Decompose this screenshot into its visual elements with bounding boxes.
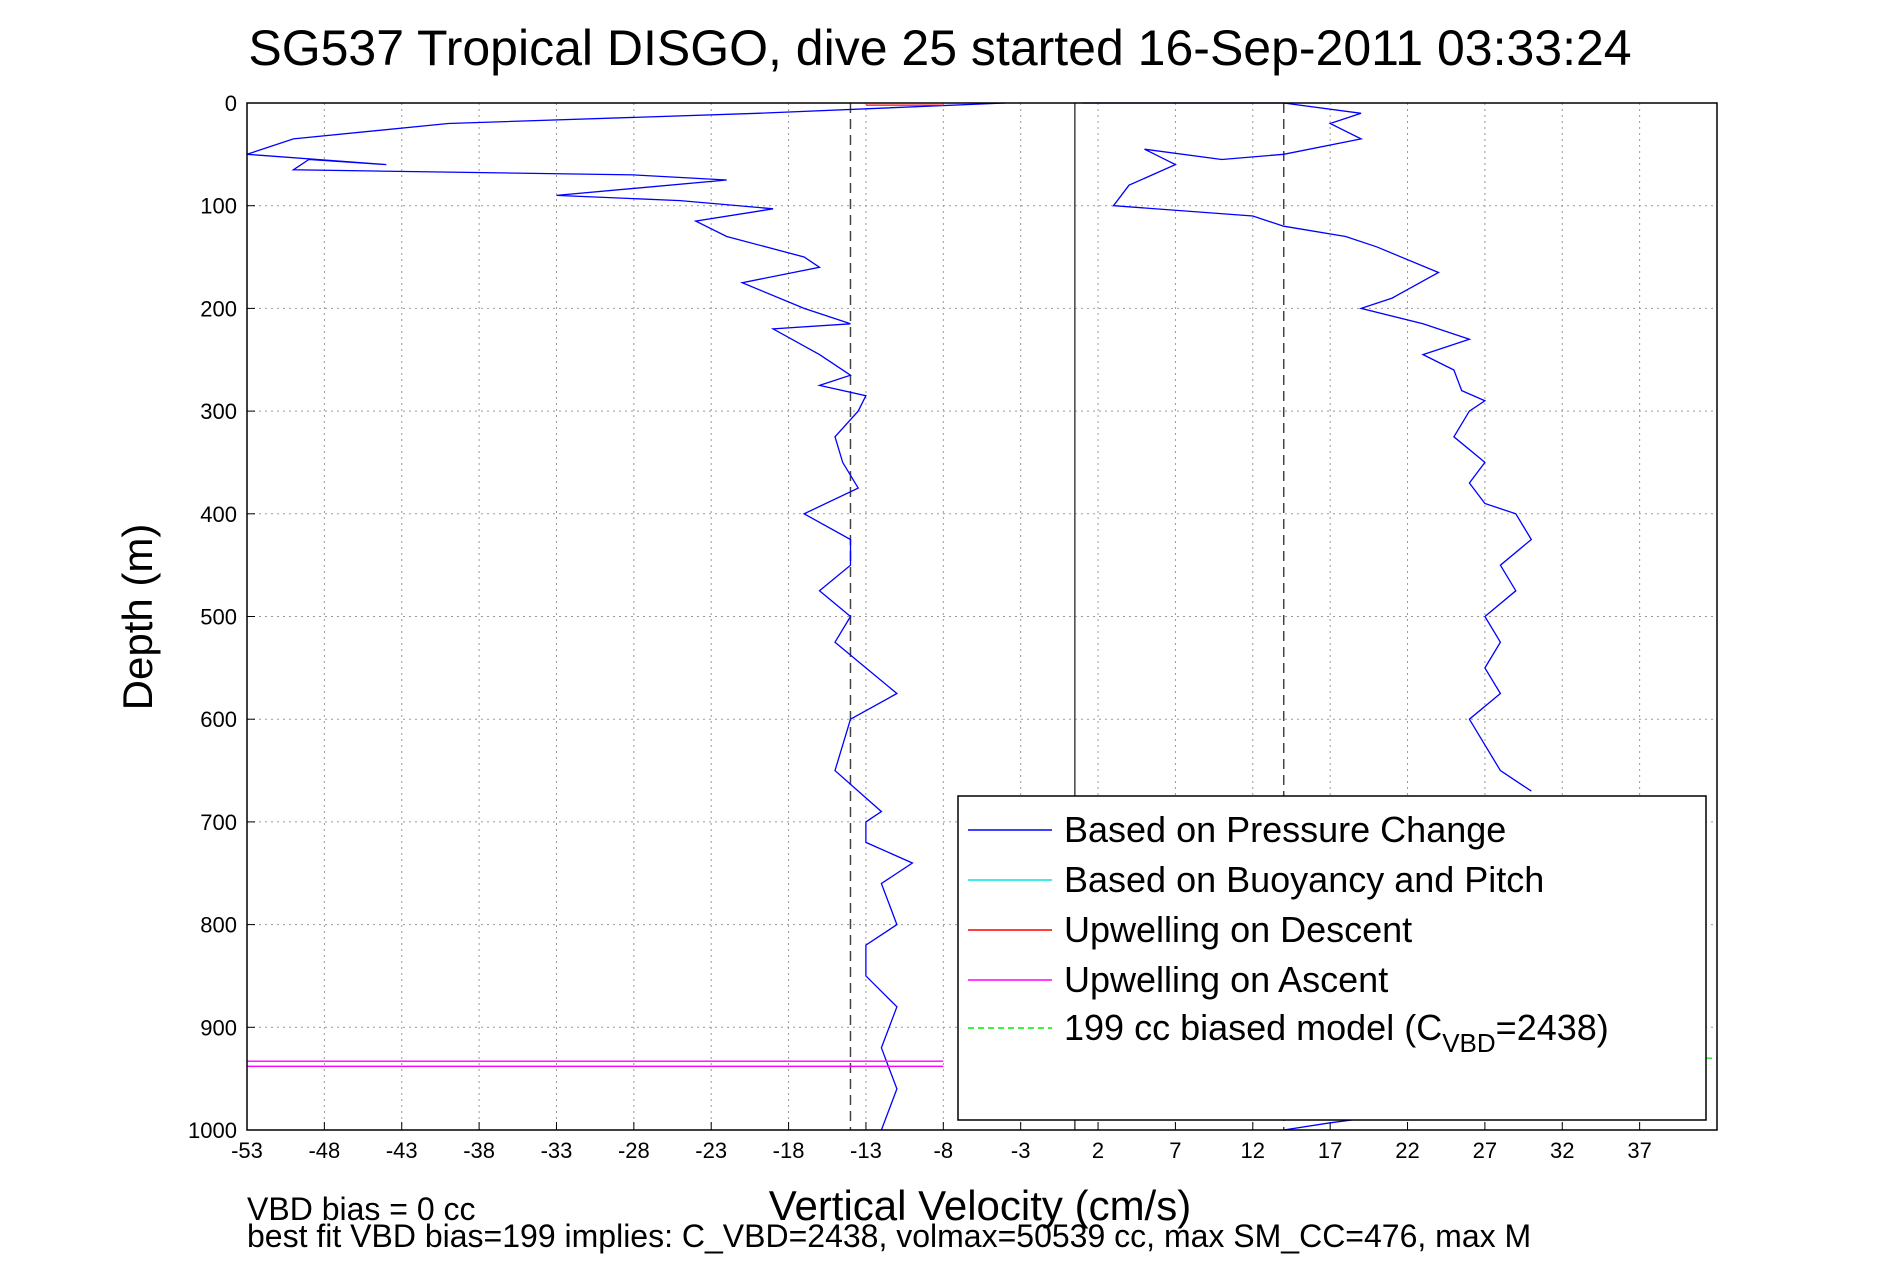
x-tick-label: -53 (231, 1138, 263, 1163)
y-tick-label: 600 (200, 707, 237, 732)
x-tick-label: 2 (1092, 1138, 1104, 1163)
x-tick-label: 12 (1241, 1138, 1265, 1163)
x-tick-label: -8 (934, 1138, 954, 1163)
x-tick-label: -28 (618, 1138, 650, 1163)
legend-box (957, 795, 1707, 1121)
y-tick-labels: 0 100 200 300 400 500 600 700 800 900 1000 (188, 91, 237, 1143)
x-tick-label: -48 (308, 1138, 340, 1163)
y-tick-label: 700 (200, 810, 237, 835)
y-tick-label: 400 (200, 502, 237, 527)
x-tick-label: -43 (386, 1138, 418, 1163)
y-tick-label: 900 (200, 1015, 237, 1040)
y-tick-label: 200 (200, 296, 237, 321)
y-tick-label: 300 (200, 399, 237, 424)
y-tick-label: 1000 (188, 1118, 237, 1143)
series-line (246, 102, 1006, 1131)
footer-line-1: VBD bias = 0 cc (247, 1191, 476, 1227)
x-tick-label: -13 (850, 1138, 882, 1163)
legend-label-end: =2438) (1496, 1007, 1609, 1048)
series-line (1082, 102, 1533, 792)
data-series (246, 102, 1717, 1131)
x-tick-label: 17 (1318, 1138, 1342, 1163)
y-axis-label: Depth (m) (114, 524, 161, 711)
x-tick-label: -3 (1011, 1138, 1031, 1163)
plot-frame (246, 102, 1718, 1131)
legend-label: Upwelling on Descent (1064, 909, 1412, 950)
y-tick-label: 0 (225, 91, 237, 116)
x-tick-labels: -53 -48 -43 -38 -33 -28 -23 -18 -13 -8 -3 2 7 12 17 22 2… (231, 1138, 1652, 1163)
x-tick-label: 7 (1169, 1138, 1181, 1163)
x-tick-label: 27 (1473, 1138, 1497, 1163)
footer-line-2: best fit VBD bias=199 implies: C_VBD=243… (247, 1218, 1531, 1254)
legend-label: Upwelling on Ascent (1064, 959, 1388, 1000)
x-tick-label: -38 (463, 1138, 495, 1163)
x-tick-label: 22 (1395, 1138, 1419, 1163)
legend-label: Based on Pressure Change (1064, 809, 1506, 850)
legend-label-subscript: VBD (1442, 1028, 1495, 1058)
x-tick-label: -18 (773, 1138, 805, 1163)
x-tick-label: -33 (541, 1138, 573, 1163)
legend-label: 199 cc biased model (CVBD=2438) (1064, 1007, 1609, 1058)
y-tick-label: 100 (200, 194, 237, 219)
x-tick-label: 32 (1550, 1138, 1574, 1163)
legend-items: Based on Pressure Change Based on Buoyanc… (968, 809, 1609, 1058)
x-tick-label: 37 (1627, 1138, 1651, 1163)
legend: Based on Pressure Change Based on Buoyanc… (957, 795, 1707, 1121)
legend-label-main: 199 cc biased model (C (1064, 1007, 1442, 1048)
y-tick-label: 500 (200, 605, 237, 630)
x-tick-label: -23 (695, 1138, 727, 1163)
x-axis-label: Vertical Velocity (cm/s) (769, 1182, 1191, 1229)
y-tick-label: 800 (200, 913, 237, 938)
legend-label: Based on Buoyancy and Pitch (1064, 859, 1544, 900)
chart-title: SG537 Tropical DISGO, dive 25 started 16… (248, 20, 1631, 76)
